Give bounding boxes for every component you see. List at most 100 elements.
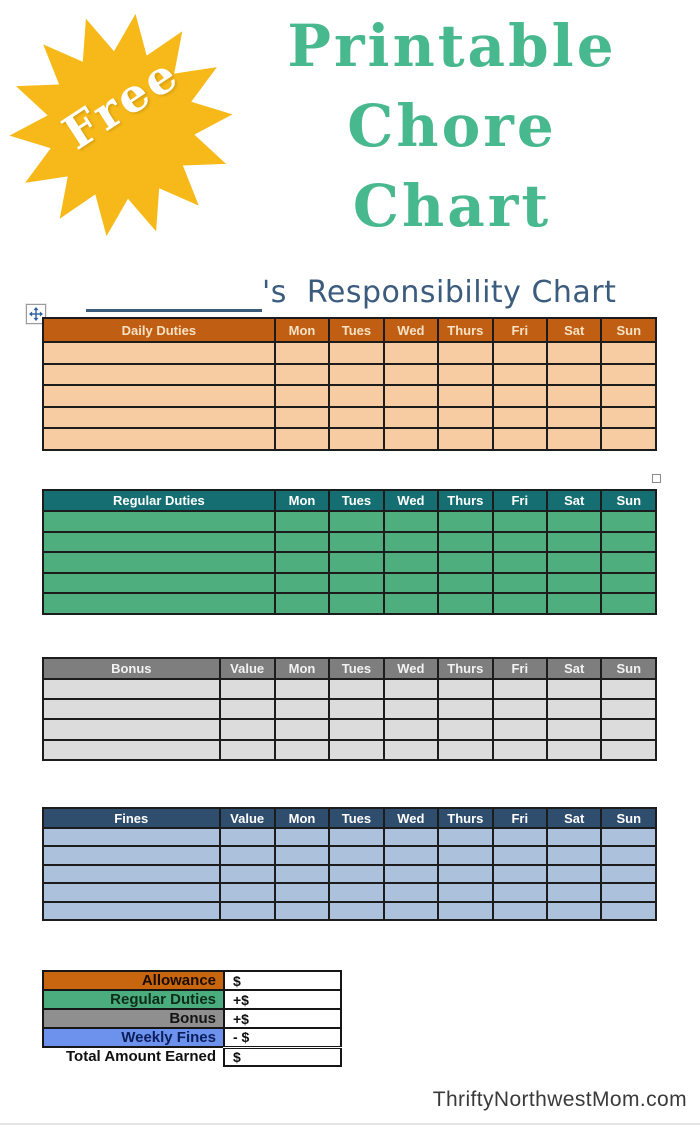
day-cell [437, 863, 494, 885]
starburst-icon [9, 13, 233, 237]
day-cell [491, 677, 549, 701]
day-cell [437, 551, 494, 574]
day-cell [382, 845, 440, 866]
value-cell [218, 718, 276, 741]
day-cell [491, 592, 549, 615]
day-header-cell: Wed [382, 657, 440, 680]
day-cell [437, 882, 494, 903]
day-cell [273, 698, 331, 721]
day-header-cell: Mon [273, 807, 331, 829]
value-cell [218, 845, 276, 866]
table-title-cell: Bonus [42, 657, 221, 680]
day-cell [437, 698, 494, 721]
regular-duties-table: Regular Duties Mon Tues Wed Thurs Fri Sat Sun [42, 489, 658, 615]
day-cell [328, 826, 385, 848]
table-resize-handle[interactable] [652, 474, 661, 483]
day-cell [546, 551, 603, 574]
chore-name-cell [42, 698, 221, 721]
day-cell [600, 698, 657, 721]
day-cell [491, 845, 549, 866]
day-cell [600, 900, 657, 921]
chore-name-cell [42, 341, 276, 365]
day-cell [491, 698, 549, 721]
title-line-3: Chart [352, 172, 552, 240]
table-title-cell: Regular Duties [42, 489, 276, 512]
summary-row-value: +$ [223, 989, 342, 1010]
summary-row-label: Weekly Fines [42, 1027, 225, 1048]
day-header-cell: Sat [546, 317, 603, 343]
day-cell [546, 341, 603, 365]
day-cell [491, 405, 549, 430]
day-cell [382, 592, 440, 615]
day-cell [273, 510, 331, 533]
day-header-cell: Wed [382, 489, 440, 512]
day-cell [382, 341, 440, 365]
summary-table: Allowance $ Regular Duties +$ Bonus +$ Weekly … [42, 970, 342, 1067]
table-title-cell: Fines [42, 807, 221, 829]
day-cell [382, 677, 440, 701]
day-cell [273, 826, 331, 848]
daily-duties-table: Daily Duties Mon Tues Wed Thurs Fri Sat Sun [42, 317, 658, 451]
day-header-cell: Thurs [437, 657, 494, 680]
day-cell [546, 510, 603, 533]
day-cell [546, 882, 603, 903]
day-cell [600, 384, 657, 408]
day-header-cell: Tues [328, 807, 385, 829]
day-cell [273, 530, 331, 554]
day-cell [437, 571, 494, 595]
day-cell [382, 863, 440, 885]
chore-name-cell [42, 826, 221, 848]
day-cell [600, 863, 657, 885]
day-cell [328, 530, 385, 554]
heading-text: Responsibility Chart [306, 275, 617, 310]
bonus-table: Bonus Value Mon Tues Wed Thurs Fri Sat Sun [42, 657, 658, 761]
day-header-cell: Sun [600, 489, 657, 512]
day-cell [491, 900, 549, 921]
chore-name-cell [42, 384, 276, 408]
chore-name-cell [42, 405, 276, 430]
day-header-cell: Thurs [437, 489, 494, 512]
day-cell [382, 718, 440, 741]
chore-name-cell [42, 677, 221, 701]
chore-name-cell [42, 510, 276, 533]
chore-name-cell [42, 551, 276, 574]
day-cell [328, 718, 385, 741]
day-cell [491, 427, 549, 451]
bottom-divider [0, 1123, 700, 1125]
day-cell [437, 362, 494, 387]
day-cell [491, 571, 549, 595]
day-cell [491, 510, 549, 533]
chore-name-cell [42, 571, 276, 595]
day-cell [328, 882, 385, 903]
day-cell [437, 826, 494, 848]
day-cell [273, 900, 331, 921]
day-header-cell: Sun [600, 657, 657, 680]
bonus-grid: Bonus Value Mon Tues Wed Thurs Fri Sat Sun [42, 657, 657, 761]
day-header-cell: Thurs [437, 807, 494, 829]
day-cell [437, 384, 494, 408]
day-cell [273, 738, 331, 761]
day-header-cell: Fri [491, 657, 549, 680]
day-header-cell: Sun [600, 317, 657, 343]
day-cell [328, 510, 385, 533]
day-cell [546, 592, 603, 615]
summary-row-label: Regular Duties [42, 989, 225, 1010]
chore-name-cell [42, 362, 276, 387]
regular-grid: Regular Duties Mon Tues Wed Thurs Fri Sat Sun [42, 489, 657, 615]
day-cell [491, 341, 549, 365]
day-header-cell: Sat [546, 489, 603, 512]
day-cell [600, 738, 657, 761]
day-cell [328, 571, 385, 595]
heading-suffix: 's [262, 275, 287, 310]
day-cell [382, 900, 440, 921]
summary-grid: Allowance $ Regular Duties +$ Bonus +$ Weekly … [42, 970, 342, 1067]
day-header-cell: Fri [491, 317, 549, 343]
day-cell [546, 900, 603, 921]
day-cell [437, 341, 494, 365]
day-cell [437, 900, 494, 921]
day-cell [600, 826, 657, 848]
day-header-cell: Mon [273, 317, 331, 343]
day-cell [382, 427, 440, 451]
day-cell [437, 592, 494, 615]
table-move-handle[interactable] [26, 304, 46, 324]
